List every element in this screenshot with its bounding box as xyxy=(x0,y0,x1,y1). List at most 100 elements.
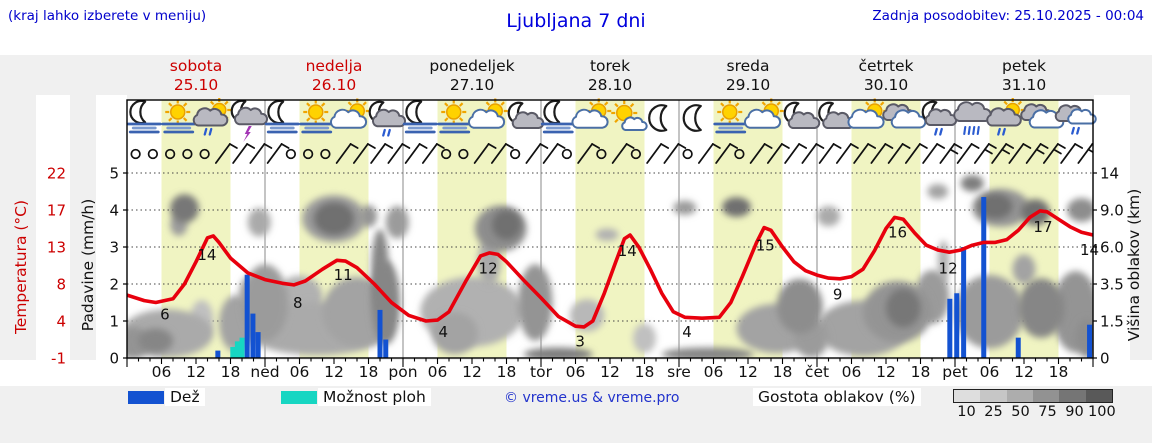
wind-calm-icon xyxy=(630,148,642,160)
wind-calm-icon xyxy=(440,148,452,160)
x-axis-labels: 06 12 18 ned 06 12 18 pon 06 12 18 tor 06 12 18 sre 06 12… xyxy=(152,363,1069,381)
svg-text:0: 0 xyxy=(109,350,119,368)
plot-border-and-ticks xyxy=(123,99,1097,367)
svg-text:06: 06 xyxy=(980,363,1000,381)
cloud-scale-segment xyxy=(1032,390,1060,402)
wind-barb-icon xyxy=(249,143,273,164)
weather-icon-row xyxy=(126,98,1097,142)
svg-text:4: 4 xyxy=(56,313,66,331)
svg-text:12: 12 xyxy=(462,363,482,381)
svg-text:6: 6 xyxy=(160,306,170,324)
cloud-scale-tick: 75 xyxy=(1038,404,1057,420)
temperature-value-labels: 6 14 8 11 4 12 3 14 4 15 9 16 12 17 14 xyxy=(160,218,1099,350)
svg-text:3.5: 3.5 xyxy=(1100,276,1124,294)
day-header-cetrtek: četrtek 30.10 xyxy=(817,57,955,95)
wind-calm-icon xyxy=(596,148,607,160)
cloud-scale-tick: 25 xyxy=(984,404,1003,420)
wind-barb-icon xyxy=(1008,143,1032,164)
svg-text:18: 18 xyxy=(1049,363,1069,381)
wind-barb-icon xyxy=(939,143,963,164)
wind-row xyxy=(130,143,1093,164)
wind-barb-icon xyxy=(335,143,359,164)
wind-barb-icon xyxy=(421,143,445,164)
wind-barb-icon xyxy=(870,143,894,164)
wind-barb-icon xyxy=(853,143,877,164)
cloud-scale-tick: 100 xyxy=(1088,404,1116,420)
weather-icon-sun-cloud xyxy=(571,98,612,129)
weather-icon-moon-fog xyxy=(402,99,438,134)
copyright-link[interactable]: © vreme.us & vreme.pro xyxy=(504,390,680,406)
wind-barb-icon xyxy=(232,143,256,164)
wind-calm-icon xyxy=(458,148,469,160)
weather-icon-moon-cloud xyxy=(783,101,821,129)
day-name: sreda xyxy=(726,57,770,75)
wind-calm-icon xyxy=(509,148,521,160)
svg-text:06: 06 xyxy=(704,363,724,381)
svg-text:1: 1 xyxy=(109,313,119,331)
wind-calm-icon xyxy=(285,148,297,160)
weather-icon-moon-fog xyxy=(126,99,162,134)
svg-text:4: 4 xyxy=(682,323,692,341)
rain-legend-label: Dež xyxy=(165,388,205,406)
weather-icon-moon-rain xyxy=(368,100,407,137)
svg-text:14: 14 xyxy=(1100,165,1119,183)
svg-text:18: 18 xyxy=(773,363,793,381)
day-name: petek xyxy=(1002,57,1046,75)
wind-barb-icon xyxy=(387,143,411,164)
showers-swatch xyxy=(281,391,317,404)
weather-icon-sun-rain xyxy=(986,98,1025,136)
temperature-curve xyxy=(127,209,1093,329)
wind-calm-icon xyxy=(302,148,314,160)
weather-icon-sun-rain xyxy=(192,98,232,136)
temperature-tick-labels: -1 4 8 13 17 22 xyxy=(47,165,66,368)
precipitation-tick-labels: 0 1 2 3 4 5 xyxy=(109,165,119,368)
wind-barb-icon xyxy=(663,143,687,164)
svg-text:14: 14 xyxy=(197,246,216,264)
svg-text:14: 14 xyxy=(1080,241,1099,259)
wind-barb-icon xyxy=(766,143,790,164)
day-date: 27.10 xyxy=(449,76,495,94)
svg-text:čet: čet xyxy=(805,363,829,381)
svg-text:12: 12 xyxy=(186,363,206,381)
svg-text:11: 11 xyxy=(334,266,353,284)
cloud-scale-tick: 10 xyxy=(957,404,976,420)
wind-calm-icon xyxy=(147,148,159,160)
wind-barb-icon xyxy=(352,143,376,164)
svg-text:18: 18 xyxy=(635,363,655,381)
cloud-height-tick-labels: 0 1.5 3.5 6.0 9.0 14 xyxy=(1100,165,1124,368)
precipitation-bars xyxy=(215,197,1093,358)
weather-icon-sun-fog xyxy=(161,99,197,134)
cloud-scale-tick: 90 xyxy=(1065,404,1084,420)
weather-icon-moon-fog xyxy=(264,99,300,134)
cloud-scale-tick: 50 xyxy=(1011,404,1030,420)
day-name: sobota xyxy=(169,57,223,75)
wind-barb-icon xyxy=(973,143,997,164)
wind-barb-icon xyxy=(956,143,980,164)
day-date: 25.10 xyxy=(173,76,219,94)
cloud-scale-segment xyxy=(954,390,981,402)
wind-barb-icon xyxy=(646,143,670,164)
cloud-density-scale-bar xyxy=(953,389,1113,403)
svg-text:8: 8 xyxy=(56,276,66,294)
weather-icon-clouds xyxy=(1020,103,1065,129)
svg-text:22: 22 xyxy=(47,165,66,183)
svg-text:-1: -1 xyxy=(51,350,66,368)
cloud-scale-segment xyxy=(1059,390,1086,402)
svg-text:06: 06 xyxy=(428,363,448,381)
svg-text:1.5: 1.5 xyxy=(1100,313,1124,331)
svg-text:12: 12 xyxy=(324,363,344,381)
wind-barb-icon xyxy=(490,143,514,164)
cloud-density-legend-label: Gostota oblakov (%) xyxy=(753,388,921,406)
wind-barb-icon xyxy=(801,143,825,164)
weather-icon-rain-heavy xyxy=(953,101,992,136)
weather-icon-sun-fog xyxy=(299,99,335,134)
wind-barb-icon xyxy=(473,143,497,164)
wind-barb-icon xyxy=(784,143,808,164)
weather-icon-sun-cloud xyxy=(743,98,784,129)
wind-barb-icon xyxy=(611,143,635,164)
showers-legend-label: Možnost ploh xyxy=(318,388,431,406)
svg-text:12: 12 xyxy=(738,363,758,381)
day-date: 31.10 xyxy=(1001,76,1047,94)
day-date: 30.10 xyxy=(863,76,909,94)
